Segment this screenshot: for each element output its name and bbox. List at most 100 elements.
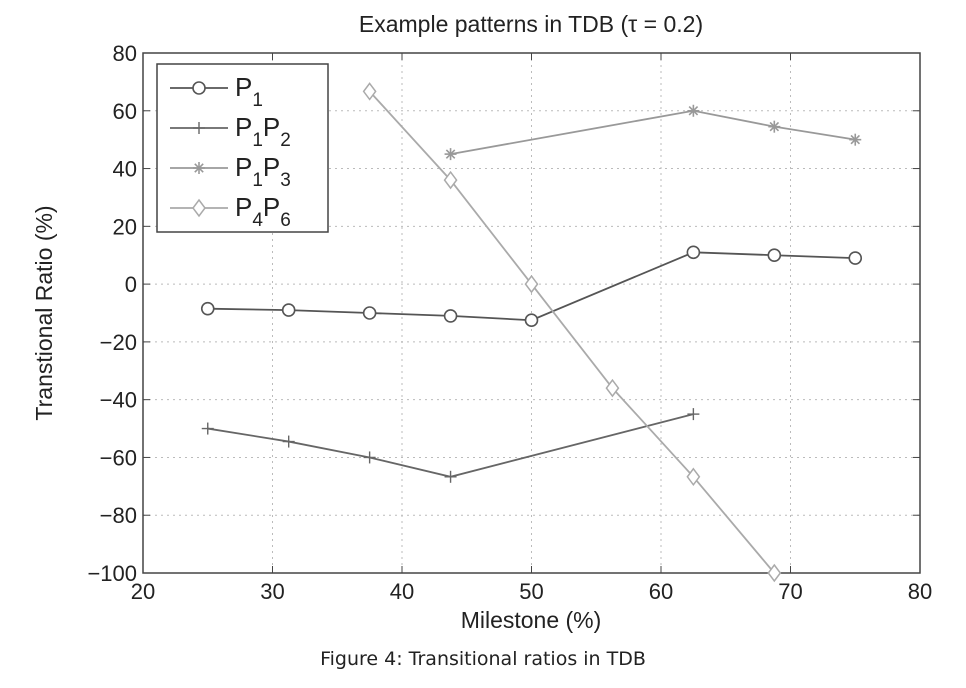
legend-base: P	[263, 112, 280, 142]
y-tick-label: −60	[100, 445, 137, 470]
y-tick-label: −20	[100, 330, 137, 355]
legend-base: P	[263, 152, 280, 182]
star-marker	[687, 104, 700, 117]
circle-marker-shape	[281, 303, 296, 317]
legend-subscript: 1	[252, 130, 263, 151]
star-marker	[193, 162, 205, 174]
diamond-marker	[524, 274, 539, 294]
plus-marker	[201, 422, 214, 435]
legend-subscript: 3	[280, 170, 291, 191]
plus-marker	[363, 451, 376, 464]
legend-subscript: 1	[252, 170, 263, 191]
star-ray	[850, 134, 861, 145]
y-tick-label: 20	[113, 214, 137, 239]
series-line	[207, 251, 856, 322]
x-tick-label: 60	[649, 579, 673, 604]
circle-marker	[281, 303, 296, 317]
legend-base: P	[235, 152, 252, 182]
diamond-marker-shape	[362, 82, 377, 101]
series-line	[207, 413, 694, 478]
series-line	[450, 109, 856, 155]
series-line	[368, 90, 776, 574]
diamond-marker-shape	[767, 563, 782, 583]
chart-title: Example patterns in TDB (τ = 0.2)	[359, 11, 703, 37]
legend-box	[156, 63, 329, 233]
circle-marker	[443, 309, 458, 323]
star-marker	[444, 148, 457, 161]
circle-marker-shape	[524, 313, 539, 328]
circle-marker-shape	[767, 248, 782, 263]
diamond-marker	[192, 198, 206, 218]
legend-base: P	[263, 192, 280, 222]
circle-marker	[524, 313, 539, 328]
series-p1p2	[201, 408, 700, 483]
legend-label: P4P6	[235, 192, 291, 231]
figure-caption: Figure 4: Transitional ratios in TDB	[320, 648, 646, 670]
y-tick-label: 40	[113, 157, 137, 182]
series-p1	[200, 245, 863, 328]
diamond-marker-shape	[686, 467, 701, 487]
legend-base: P	[235, 72, 252, 102]
circle-marker	[200, 301, 215, 316]
x-tick-label: 40	[390, 579, 414, 604]
legend-subscript: 4	[252, 210, 263, 231]
diamond-marker-shape	[605, 378, 620, 398]
x-tick-label: 80	[908, 579, 932, 604]
circle-marker-shape	[443, 309, 458, 323]
y-tick-label: −40	[100, 388, 137, 413]
series-p1p3	[444, 104, 862, 161]
diamond-marker-shape	[443, 170, 458, 190]
diamond-marker	[443, 170, 458, 190]
star-ray	[688, 106, 699, 116]
legend-label: P1	[235, 72, 263, 111]
x-tick-label: 20	[131, 579, 155, 604]
circle-marker	[686, 245, 701, 260]
x-tick-label: 70	[778, 579, 802, 604]
legend-item-p4p6: P4P6	[170, 192, 291, 231]
star-marker	[849, 133, 862, 146]
legend-item-p1p3: P1P3	[170, 152, 291, 191]
plus-marker	[193, 122, 205, 134]
circle-marker-shape	[200, 301, 215, 316]
diamond-marker	[605, 378, 620, 398]
circle-marker	[767, 248, 782, 263]
y-tick-label: 80	[113, 41, 137, 66]
x-tick-label: 30	[260, 579, 284, 604]
star-ray	[194, 163, 204, 173]
x-tick-label: 50	[519, 579, 543, 604]
legend-subscript: 6	[280, 210, 291, 231]
plus-marker	[444, 470, 457, 483]
y-tick-label: 60	[113, 99, 137, 124]
circle-marker	[848, 251, 863, 265]
circle-marker	[192, 81, 206, 95]
circle-marker-shape	[192, 81, 206, 95]
star-marker	[768, 120, 781, 133]
y-tick-label: −80	[100, 503, 137, 528]
circle-marker-shape	[686, 245, 701, 260]
star-ray	[769, 121, 780, 132]
legend-item-p1: P1	[170, 72, 263, 111]
diamond-marker	[767, 563, 782, 583]
x-axis-label: Milestone (%)	[461, 607, 602, 633]
plus-marker	[687, 408, 700, 421]
diamond-marker	[686, 467, 701, 487]
y-tick-label: 0	[125, 272, 137, 297]
star-ray	[445, 149, 456, 159]
circle-marker	[362, 306, 377, 320]
legend-subscript: 1	[252, 90, 263, 111]
legend-label: P1P2	[235, 112, 291, 151]
legend-subscript: 2	[280, 130, 291, 151]
y-axis-label: Transtional Ratio (%)	[31, 205, 57, 420]
circle-marker-shape	[848, 251, 863, 265]
circle-marker-shape	[362, 306, 377, 320]
legend-base: P	[235, 112, 252, 142]
legend-base: P	[235, 192, 252, 222]
diamond-marker-shape	[524, 274, 539, 294]
diamond-marker	[362, 82, 377, 101]
y-tick-label: −100	[87, 561, 137, 586]
diamond-marker-shape	[192, 198, 206, 218]
legend-item-p1p2: P1P2	[170, 112, 291, 151]
legend-label: P1P3	[235, 152, 291, 191]
